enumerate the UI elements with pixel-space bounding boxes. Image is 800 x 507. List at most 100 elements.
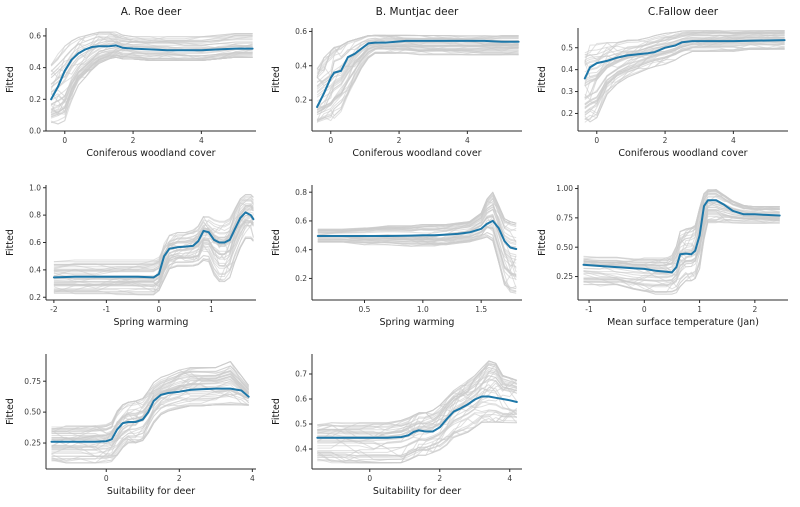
ensemble-line (53, 215, 254, 266)
ensemble-line (317, 232, 517, 293)
y-tick-label: 0.8 (295, 188, 307, 197)
x-tick-label: 0 (367, 474, 372, 483)
x-tick-label: 4 (507, 474, 512, 483)
ensemble-line (583, 213, 780, 290)
ensemble-line (583, 201, 780, 270)
mean-fitted-line (316, 395, 518, 439)
panel-roe-suitability: 0 2 4 0.25 0.50 0.75 Suitability for deer Fitte… (0, 338, 266, 507)
ensemble-line (584, 34, 785, 86)
panel-title: B. Muntjac deer (376, 6, 459, 18)
ensemble-line (317, 235, 517, 294)
ensemble-line (53, 215, 254, 287)
ensemble-line (317, 194, 517, 230)
ensemble-line (51, 402, 249, 464)
ensemble-line (583, 189, 780, 261)
y-tick-label: 0.2 (295, 274, 307, 283)
ensemble-line (50, 56, 253, 116)
ensemble-line (53, 237, 254, 293)
y-tick-label: 0.50 (24, 408, 41, 417)
ensemble-lines (53, 194, 254, 296)
x-axis-label: Suitability for deer (373, 486, 461, 497)
ensemble-line (317, 401, 518, 449)
ensemble-line (317, 378, 517, 442)
panel-plot-muntjac-coniferous: 0 2 4 0.2 0.4 0.6 Coniferous woodland cover Fit… (271, 6, 522, 159)
ensemble-line (317, 191, 517, 233)
ensemble-line (584, 46, 785, 108)
ensemble-lines (50, 31, 253, 125)
ensemble-line (317, 236, 517, 290)
y-tick-label: 0.6 (295, 217, 307, 226)
ensemble-line (51, 391, 249, 460)
ensemble-line (53, 207, 254, 269)
x-tick-label: 1 (209, 305, 214, 314)
ensemble-line (317, 407, 518, 464)
ensemble-line (50, 31, 253, 67)
panel-plot-fallow-coniferous: 0 2 4 0.2 0.3 0.4 0.5 Coniferous woodland cover… (537, 6, 788, 159)
ensemble-line (317, 380, 517, 438)
panel-plot-muntjac-suitability: 0 2 4 0.4 0.5 0.6 0.7 Suitability for deer Fitte… (271, 354, 522, 497)
x-tick-label: 0 (62, 136, 67, 145)
ensemble-line (317, 369, 517, 435)
ensemble-line (317, 360, 517, 444)
y-axis-label: Fitted (537, 66, 548, 93)
x-tick-label: -1 (585, 305, 593, 314)
x-tick-label: 2 (177, 474, 182, 483)
mean-fitted-line (50, 44, 254, 101)
y-tick-label: 1.0 (29, 183, 41, 192)
ensemble-line (584, 41, 785, 116)
ensemble-line (50, 43, 253, 93)
ensemble-line (583, 207, 780, 274)
ensemble-line (583, 189, 780, 270)
ensemble-line (317, 362, 517, 426)
ensemble-line (51, 371, 250, 440)
mean-fitted-line (316, 39, 520, 108)
panel-title: A. Roe deer (121, 6, 182, 18)
ensemble-lines (316, 34, 519, 123)
x-tick-label: 2 (663, 136, 668, 145)
ensemble-line (316, 39, 519, 87)
panel-roe-spring-warming: -2 -1 0 1 0.2 0.4 0.6 0.8 1.0 Spring warming Fitte… (0, 169, 266, 338)
x-tick-label: 2 (397, 136, 402, 145)
x-tick-label: 2 (752, 305, 757, 314)
ensemble-line (584, 43, 785, 114)
ensemble-line (317, 386, 518, 442)
ensemble-line (316, 43, 519, 98)
x-tick-label: 1.5 (475, 305, 487, 314)
ensemble-line (583, 199, 780, 279)
y-axis-label: Fitted (5, 398, 16, 425)
y-tick-label: 0.2 (561, 109, 573, 118)
ensemble-line (53, 218, 254, 291)
ensemble-lines (51, 361, 250, 464)
ensemble-line (51, 375, 250, 464)
mean-fitted-line (583, 39, 786, 80)
ensemble-line (316, 46, 519, 115)
x-tick-label: 2 (131, 136, 136, 145)
ensemble-line (317, 411, 517, 457)
mean-fitted-line (52, 211, 255, 279)
x-tick-label: 4 (250, 474, 255, 483)
panel-muntjac-suitability: 0 2 4 0.4 0.5 0.6 0.7 Suitability for deer Fitte… (266, 338, 532, 507)
x-tick-label: 0 (642, 305, 647, 314)
ensemble-line (317, 379, 518, 458)
ensemble-line (317, 225, 517, 280)
ensemble-line (583, 207, 780, 287)
y-axis-label: Fitted (271, 398, 282, 425)
y-tick-label: 0.4 (29, 265, 41, 274)
x-tick-label: 1.0 (417, 305, 429, 314)
ensemble-line (316, 48, 519, 111)
ensemble-line (317, 411, 518, 460)
y-tick-label: 0.4 (561, 65, 573, 74)
ensemble-line (51, 378, 250, 445)
ensemble-line (51, 375, 250, 443)
x-tick-label: 2 (437, 474, 442, 483)
x-tick-label: 4 (465, 136, 470, 145)
x-tick-label: 0 (104, 474, 109, 483)
panel-muntjac-coniferous: 0 2 4 0.2 0.4 0.6 Coniferous woodland cover Fit… (266, 0, 532, 169)
panel-fallow-mean-surface-temperature: -1 0 1 2 0.25 0.50 0.75 1.00 Mean surface temper… (532, 169, 798, 338)
y-tick-label: 0.6 (295, 395, 307, 404)
ensemble-line (53, 206, 254, 263)
x-axis-label: Mean surface temperature (Jan) (607, 317, 759, 328)
ensemble-lines (583, 189, 780, 295)
ensemble-line (51, 361, 250, 433)
ensemble-line (583, 193, 780, 266)
